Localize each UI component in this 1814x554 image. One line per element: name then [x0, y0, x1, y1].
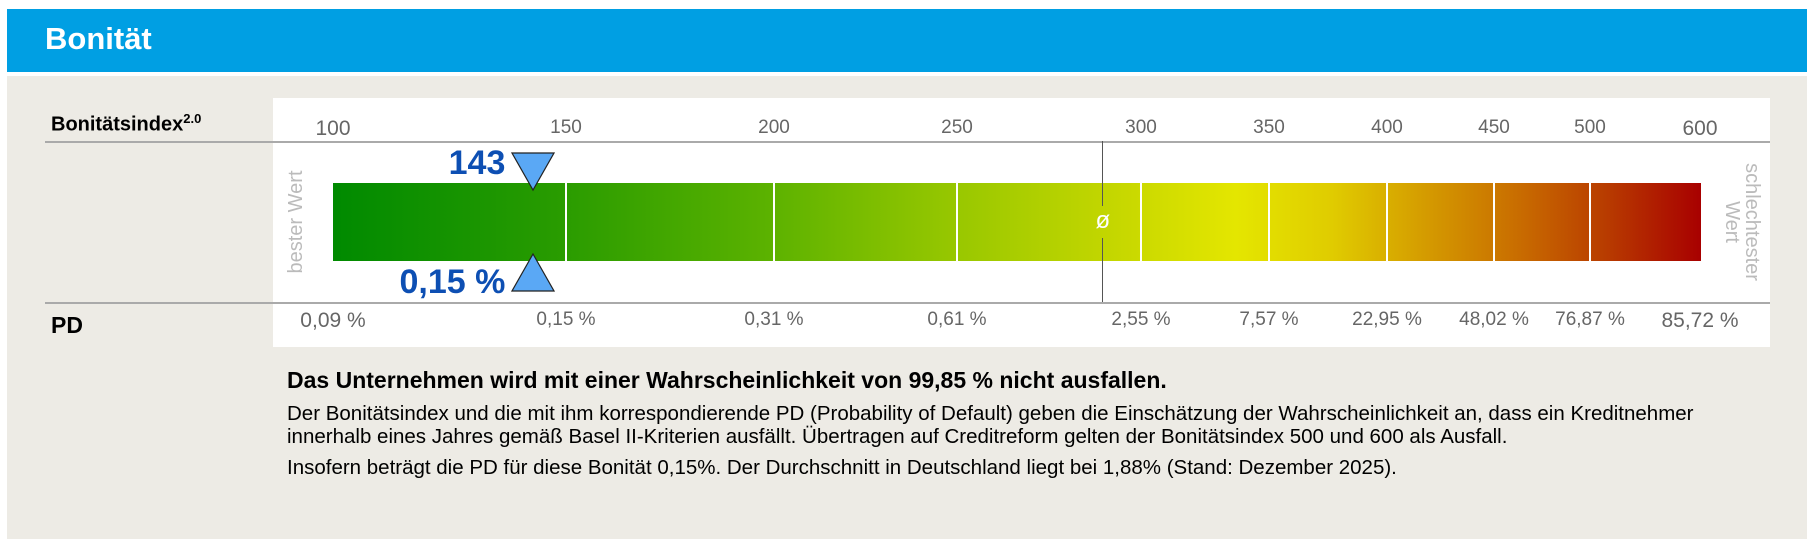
- average-text: Insofern beträgt die PD für diese Bonitä…: [287, 456, 1397, 479]
- bonitaetsindex-label: Bonitätsindex2.0: [51, 111, 201, 137]
- headline: Das Unternehmen wird mit einer Wahrschei…: [287, 367, 1167, 393]
- pd-tick-label: 0,61 %: [927, 309, 987, 330]
- rating-scale-bar: [333, 183, 1701, 261]
- scale-tick-label: 200: [758, 117, 790, 138]
- explanation-text: Der Bonitätsindex und die mit ihm korres…: [287, 402, 1694, 448]
- average-line-top: [1101, 141, 1104, 206]
- pd-tick-label: 0,15 %: [536, 309, 596, 330]
- scale-tick-label: 250: [941, 117, 973, 138]
- worst-value-label-line2: Wert: [1721, 201, 1743, 243]
- segment-separator: [1140, 183, 1142, 261]
- explanation-block: Das Unternehmen wird mit einer Wahrschei…: [287, 367, 1727, 479]
- segment-separator: [565, 183, 567, 261]
- best-value-label: bester Wert: [285, 170, 307, 274]
- segment-separator: [956, 183, 958, 261]
- bonitaetsindex-label-text: Bonitätsindex: [51, 113, 184, 136]
- segment-separator: [773, 183, 775, 261]
- scale-tick-label: 400: [1371, 117, 1403, 138]
- segment-separator: [1268, 183, 1270, 261]
- segment-separator: [1493, 183, 1495, 261]
- pd-value: 0,15 %: [399, 263, 506, 301]
- average-symbol: ø: [1095, 207, 1111, 234]
- pd-tick-label: 7,57 %: [1239, 309, 1299, 330]
- pd-tick-label: 48,02 %: [1459, 309, 1529, 330]
- worst-value-label: schlechtester Wert: [1721, 163, 1763, 281]
- pd-tick-label: 85,72 %: [1661, 309, 1739, 332]
- marker-down-triangle-icon: [511, 152, 556, 197]
- pd-tick-label: 0,09 %: [300, 309, 366, 332]
- marker-up-triangle-icon: [511, 252, 556, 298]
- pd-tick-label: 22,95 %: [1352, 309, 1422, 330]
- pd-tick-label: 0,31 %: [744, 309, 804, 330]
- index-value: 143: [448, 144, 506, 182]
- pd-tick-label: 2,55 %: [1111, 309, 1171, 330]
- bonitaetsindex-version: 2.0: [183, 111, 202, 126]
- worst-value-label-line1: schlechtester: [1741, 163, 1763, 281]
- scale-tick-label: 300: [1125, 117, 1157, 138]
- scale-tick-label: 150: [550, 117, 582, 138]
- scale-tick-label: 100: [315, 117, 351, 140]
- top-divider: [45, 141, 1770, 143]
- average-line-bottom: [1101, 238, 1104, 302]
- section-header: Bonität: [7, 9, 1807, 72]
- scale-tick-label: 500: [1574, 117, 1606, 138]
- bottom-divider: [45, 302, 1770, 304]
- segment-separator: [1589, 183, 1591, 261]
- scale-tick-label: 600: [1682, 117, 1718, 140]
- scale-tick-label: 350: [1253, 117, 1285, 138]
- section-title: Bonität: [45, 21, 152, 56]
- pd-label: PD: [51, 312, 83, 338]
- pd-tick-label: 76,87 %: [1555, 309, 1625, 330]
- segment-separator: [1386, 183, 1388, 261]
- scale-tick-label: 450: [1478, 117, 1510, 138]
